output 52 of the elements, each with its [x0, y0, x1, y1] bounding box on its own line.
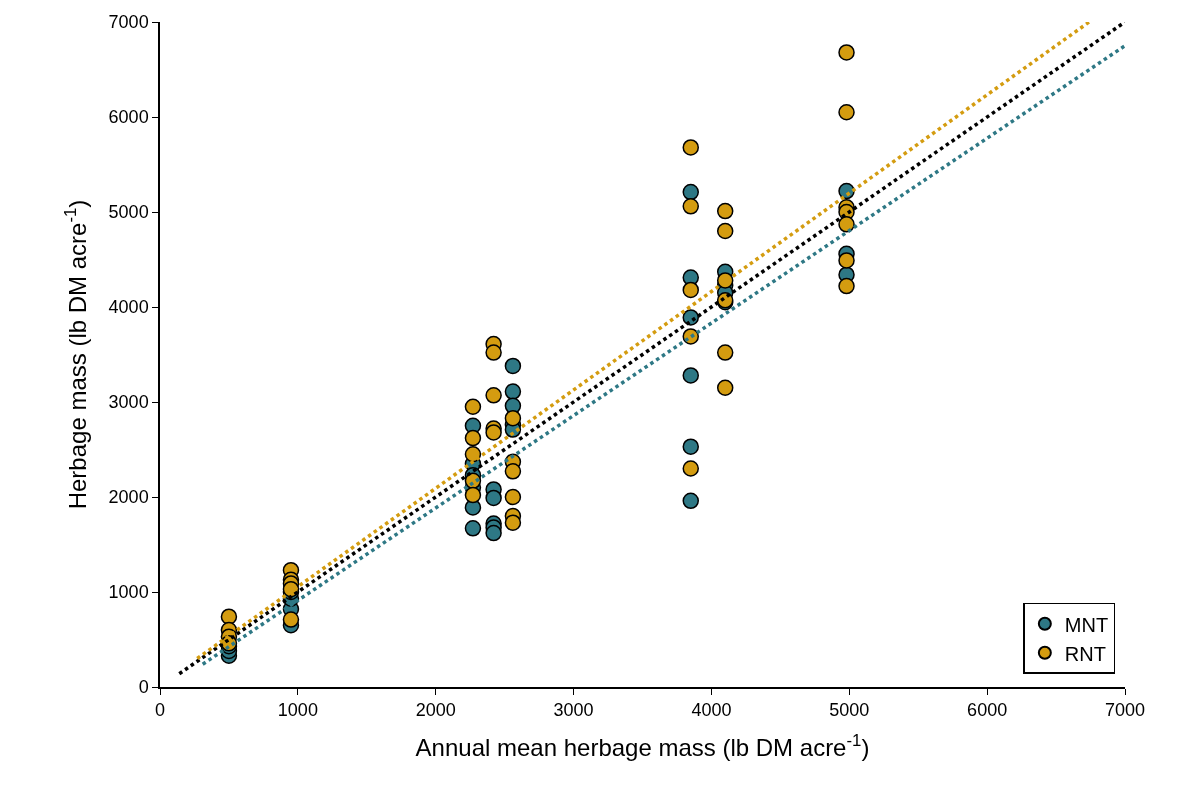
point: [504, 488, 522, 506]
x-axis-title: Annual mean herbage mass (lb DM acre$^{-1}$): [415, 731, 870, 762]
point: [485, 387, 502, 404]
point: [682, 367, 699, 384]
x-tick-label: 3000: [553, 700, 594, 721]
point: [838, 216, 855, 233]
point: [485, 489, 502, 507]
point: [485, 524, 502, 542]
point: [464, 398, 482, 415]
point: [838, 44, 855, 61]
legend-label: RNT: [1064, 642, 1106, 665]
y-tick-label: 7000: [108, 12, 149, 33]
x-tick-label: 1000: [277, 700, 318, 721]
point: [682, 183, 699, 201]
y-tick-label: 0: [138, 677, 149, 698]
x-tick-label: 4000: [691, 700, 732, 721]
legend-label: MNT: [1064, 613, 1109, 636]
point: [464, 429, 482, 447]
point: [464, 446, 482, 463]
point: [504, 357, 522, 375]
point: [716, 202, 734, 220]
y-tick-label: 2000: [108, 487, 149, 508]
point: [682, 281, 699, 299]
point: [838, 104, 855, 121]
point: [716, 379, 734, 396]
point: [682, 492, 699, 510]
point: [682, 198, 699, 215]
point: [464, 520, 482, 537]
x-tick-label: 0: [154, 700, 166, 721]
point: [682, 438, 699, 455]
x-tick-label: 6000: [967, 700, 1008, 721]
point: [485, 424, 502, 441]
point: [838, 277, 855, 295]
point: [682, 139, 699, 156]
point: [716, 344, 734, 361]
x-tick-label: 7000: [1104, 700, 1146, 721]
point: [504, 383, 522, 400]
y-tick-label: 6000: [108, 107, 149, 128]
point: [504, 463, 522, 480]
x-tick-label: 2000: [415, 700, 456, 721]
x-tick-label: 5000: [829, 700, 870, 721]
point: [504, 514, 522, 531]
y-tick-label: 1000: [108, 582, 149, 603]
point: [282, 611, 300, 628]
point: [485, 344, 502, 361]
y-tick-label: 5000: [108, 202, 149, 223]
point: [838, 252, 855, 269]
point: [716, 222, 734, 240]
y-tick-label: 3000: [108, 392, 149, 413]
point: [504, 409, 522, 427]
y-tick-label: 4000: [108, 297, 149, 318]
point: [682, 460, 699, 477]
